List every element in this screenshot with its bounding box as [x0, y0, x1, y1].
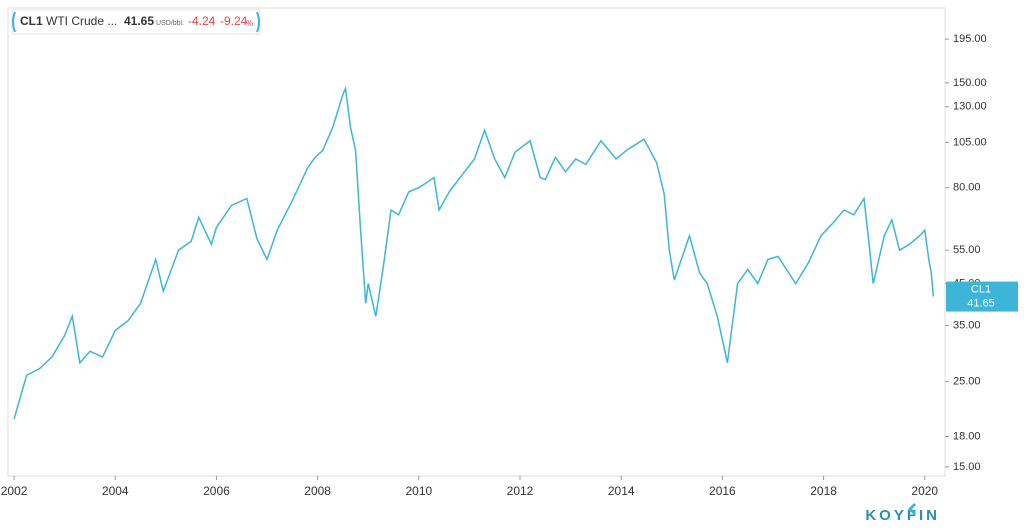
- header: CL1 WTI Crude ... 41.65 USD/bbl. -4.24 -…: [11, 9, 261, 35]
- logo: KOYFIN: [865, 507, 940, 524]
- x-tick-label: 2020: [911, 484, 938, 498]
- x-tick-label: 2004: [102, 484, 129, 498]
- y-tick-label: 80.00: [953, 182, 981, 194]
- y-tick-label: 18.00: [953, 430, 981, 442]
- price: 41.65: [124, 14, 154, 28]
- bracket: [12, 11, 16, 33]
- change: -4.24: [188, 14, 216, 28]
- y-tick-label: 105.00: [953, 136, 987, 148]
- x-tick-label: 2012: [507, 484, 534, 498]
- y-tick-label: 35.00: [953, 319, 981, 331]
- unit: USD/bbl.: [156, 20, 184, 27]
- y-tick-label: 150.00: [953, 77, 987, 89]
- symbol: CL1: [20, 14, 43, 28]
- price-line: [13, 85, 935, 420]
- x-tick-label: 2002: [1, 484, 28, 498]
- last-value-badge: [946, 281, 1018, 312]
- instrument-name: WTI Crude ...: [46, 14, 117, 28]
- x-tick-label: 2016: [709, 484, 736, 498]
- y-tick-label: 25.00: [953, 376, 981, 388]
- y-tick-label: 55.00: [953, 244, 981, 256]
- x-tick-label: 2014: [608, 484, 635, 498]
- y-tick-label: 195.00: [953, 33, 987, 45]
- y-tick-label: 15.00: [953, 461, 981, 473]
- x-tick-label: 2008: [304, 484, 331, 498]
- x-tick-label: 2010: [405, 484, 432, 498]
- pct-unit: %: [246, 19, 253, 28]
- x-tick-label: 2006: [203, 484, 230, 498]
- last-label-value: 41.65: [967, 297, 995, 309]
- logo-icon: [908, 503, 916, 515]
- bracket: [256, 11, 260, 33]
- last-label-name: CL1: [971, 283, 991, 295]
- change-pct: -9.24: [220, 14, 248, 28]
- y-tick-label: 130.00: [953, 101, 987, 113]
- x-tick-label: 2018: [810, 484, 837, 498]
- plot-frame: [7, 7, 946, 477]
